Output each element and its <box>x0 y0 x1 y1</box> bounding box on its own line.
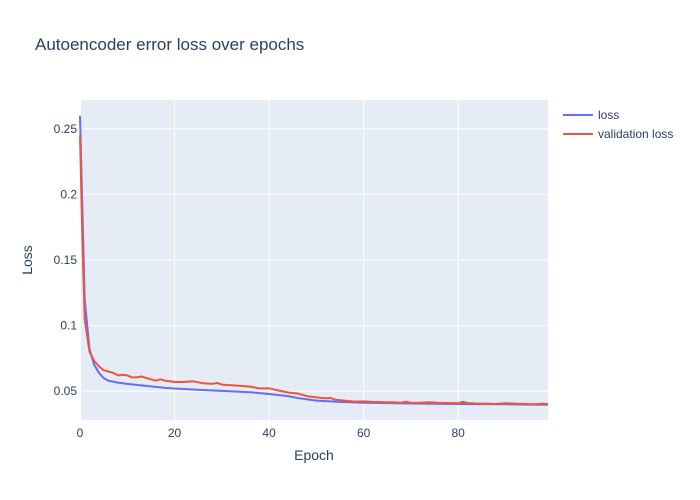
x-tick-label: 20 <box>168 426 182 440</box>
x-tick-label: 40 <box>262 426 276 440</box>
x-tick-label: 60 <box>357 426 371 440</box>
chart-title: Autoencoder error loss over epochs <box>35 35 304 54</box>
y-tick-label: 0.1 <box>60 319 77 333</box>
x-axis-title: Epoch <box>294 447 334 463</box>
legend: loss validation loss <box>563 108 673 141</box>
y-axis-title: Loss <box>19 245 35 275</box>
x-tick-label: 0 <box>77 426 84 440</box>
grid-lines <box>79 100 548 420</box>
y-tick-label: 0.2 <box>60 187 77 201</box>
series-line-loss <box>79 115 549 406</box>
legend-label-validation-loss: validation loss <box>598 127 673 141</box>
y-tick-label: 0.25 <box>54 122 78 136</box>
series-lines <box>79 115 549 406</box>
x-tick-label: 80 <box>452 426 466 440</box>
legend-item-validation-loss[interactable]: validation loss <box>563 127 673 141</box>
series-line-validation-loss <box>79 135 549 406</box>
legend-item-loss[interactable]: loss <box>563 108 619 122</box>
legend-label-loss: loss <box>598 108 619 122</box>
y-tick-label: 0.15 <box>54 253 78 267</box>
y-tick-label: 0.05 <box>54 384 78 398</box>
tick-labels: 0 20 40 60 80 0.05 0.1 0.15 0.2 0.25 <box>54 122 466 440</box>
